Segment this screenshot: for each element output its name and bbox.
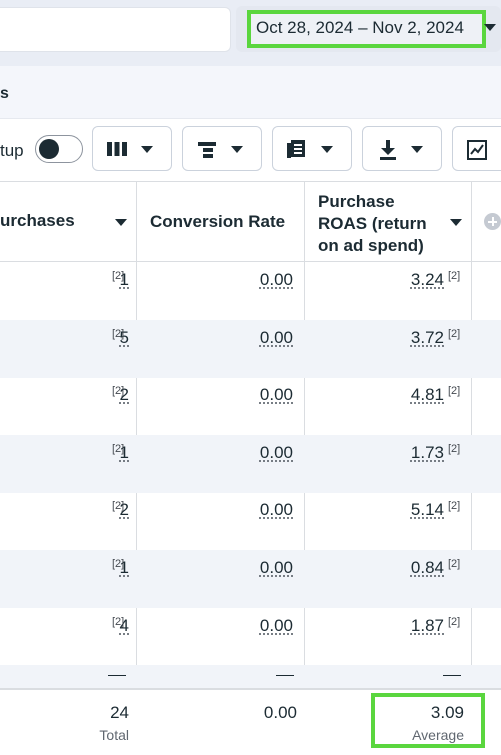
add-column-icon[interactable] [484,213,501,230]
empty-value-dash [108,675,126,676]
footnote-marker: [2] [112,558,124,570]
footnote-marker: [2] [448,385,460,397]
table-row: 1 [2] 0.00 1.73 [2] [0,435,501,493]
footnote-marker: [2] [448,616,460,628]
section-title: s [0,85,9,103]
partial-row [0,665,501,688]
footnote-marker: [2] [448,270,460,282]
chart-button[interactable] [452,126,501,171]
conversion-rate-value[interactable]: 0.00 [260,270,293,290]
table-row: 2 [2] 0.00 4.81 [2] [0,377,501,435]
empty-value-dash [443,675,461,676]
setup-toggle[interactable] [35,135,83,163]
conversion-rate-value[interactable]: 0.00 [260,385,293,405]
table-row: 1 [2] 0.00 0.84 [2] [0,550,501,608]
footnote-marker: [2] [112,385,124,397]
conversion-rate-value[interactable]: 0.00 [260,616,293,636]
roas-value[interactable]: 4.81 [411,385,444,405]
breakdown-button[interactable] [182,126,262,171]
conversion-rate-value[interactable]: 0.00 [260,558,293,578]
footer-conversion-rate: 0.00 [264,703,297,723]
setup-label: tup [0,141,24,161]
column-header-purchase-roas[interactable]: Purchase ROAS (return on ad spend) [318,191,427,255]
roas-value[interactable]: 1.73 [411,443,444,463]
chevron-down-icon [411,146,423,153]
sort-chevron-icon[interactable] [450,219,462,226]
search-input[interactable] [0,7,231,52]
footnote-marker: [2] [112,443,124,455]
line-chart-icon [466,139,488,161]
roas-value[interactable]: 5.14 [411,500,444,520]
roas-value[interactable]: 0.84 [411,558,444,578]
conversion-rate-value[interactable]: 0.00 [260,500,293,520]
header-line: on ad spend) [318,235,427,255]
table-row: 2 [2] 0.00 5.14 [2] [0,492,501,550]
conversion-rate-value[interactable]: 0.00 [260,443,293,463]
columns-button[interactable] [92,126,172,171]
download-icon [377,139,399,161]
column-header-conversion-rate[interactable]: Conversion Rate [150,211,285,233]
roas-value[interactable]: 3.24 [411,270,444,290]
breakdown-icon [197,139,219,159]
footnote-marker: [2] [112,328,124,340]
section-bar [0,66,501,119]
header-line: ROAS (return [318,213,427,235]
reports-icon [286,139,308,159]
export-button[interactable] [362,126,442,171]
header-line: Purchase [318,191,427,213]
reports-button[interactable] [272,126,352,171]
roas-value[interactable]: 3.72 [411,328,444,348]
footnote-marker: [2] [112,500,124,512]
table-row: 4 [2] 0.00 1.87 [2] [0,608,501,666]
conversion-rate-value[interactable]: 0.00 [260,328,293,348]
chevron-down-icon [141,146,153,153]
empty-value-dash [276,675,294,676]
footnote-marker: [2] [448,328,460,340]
footnote-marker: [2] [448,500,460,512]
footnote-marker: [2] [448,443,460,455]
footnote-marker: [2] [112,270,124,282]
toggle-knob [39,139,59,159]
columns-icon [106,139,128,159]
sort-chevron-icon[interactable] [115,219,127,226]
footnote-marker: [2] [448,558,460,570]
average-highlight [371,693,485,748]
column-header-purchases[interactable]: urchases [0,210,75,232]
total-purchases: 24 [110,703,129,723]
chevron-down-icon [231,146,243,153]
table-row: 1 [2] 0.00 3.24 [2] [0,262,501,320]
chevron-down-icon[interactable] [484,24,496,31]
chevron-down-icon [321,146,333,153]
footnote-marker: [2] [112,616,124,628]
roas-value[interactable]: 1.87 [411,616,444,636]
date-range-label[interactable]: Oct 28, 2024 – Nov 2, 2024 [256,18,464,38]
table-row: 5 [2] 0.00 3.72 [2] [0,320,501,378]
total-label: Total [99,727,129,743]
